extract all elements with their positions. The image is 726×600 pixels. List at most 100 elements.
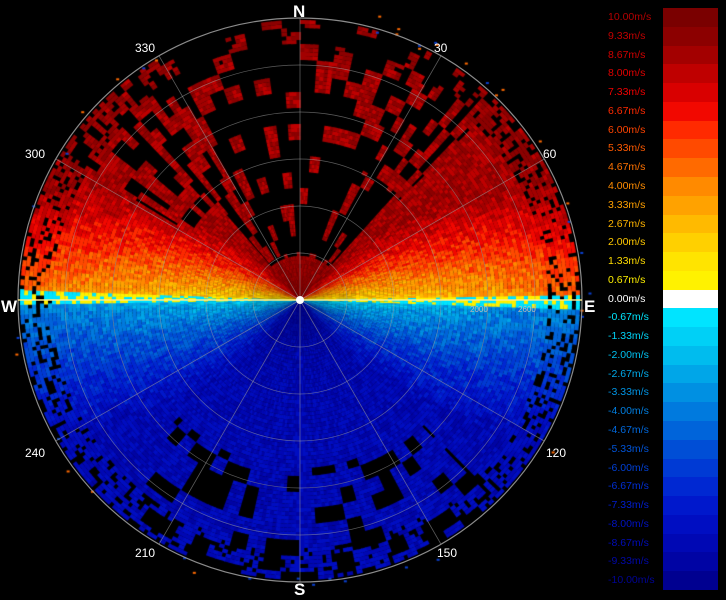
legend-entry-label: 2.67m/s [608,217,646,230]
legend-entry-swatch [663,477,718,497]
azimuth-spoke [158,299,301,545]
compass-west-label: W [1,297,18,316]
legend-entry-swatch [663,383,718,403]
legend-entry: -9.33m/s [606,552,718,572]
legend-entry: -2.00m/s [606,345,718,366]
legend-entry-swatch [663,101,718,122]
legend-entry: -8.67m/s [606,533,718,553]
legend-entry: 0.67m/s [606,270,718,291]
legend-entry: -6.00m/s [606,458,718,478]
legend-entry-swatch [663,439,718,460]
legend-entry-swatch [663,364,718,384]
legend-entry-label: 6.67m/s [608,104,646,117]
legend-entry: -6.67m/s [606,477,718,497]
legend-entry-label: -8.67m/s [608,536,649,549]
compass-east-label: E [584,297,596,316]
legend-entry-swatch [663,327,718,347]
legend-entry-label: -3.33m/s [608,386,649,399]
legend-entry: 5.33m/s [606,139,718,159]
legend-entry-label: 8.67m/s [608,48,646,61]
azimuth-spoke [299,158,545,301]
legend-entry-label: -6.00m/s [608,461,649,474]
range-label-2600: 2600 [518,305,536,314]
legend-entry: 0.00m/s [606,289,718,309]
legend-entry-swatch [663,552,718,572]
radar-site-marker [296,296,304,304]
legend-entry: -3.33m/s [606,383,718,403]
legend-entry-label: -9.33m/s [608,555,649,568]
legend-entry-label: -8.00m/s [608,517,649,530]
legend-entry-label: -7.33m/s [608,499,649,512]
compass-north-label: N [293,2,306,21]
legend-entry-label: 9.33m/s [608,29,646,42]
legend-entry-label: 3.33m/s [608,198,646,211]
legend-entry-swatch [663,83,718,103]
legend-entry-swatch [663,26,718,47]
legend-entry-label: -5.33m/s [608,442,649,455]
legend-entry-swatch [663,496,718,516]
legend-entry: 4.67m/s [606,158,718,178]
legend-entry-swatch [663,176,718,197]
azimuth-spoke [158,55,301,301]
legend-entry-label: 0.00m/s [608,292,646,305]
legend-entry-swatch [663,308,718,328]
legend-entry-swatch [663,8,718,28]
range-azimuth-grid [17,17,583,583]
legend-entry: -7.33m/s [606,496,718,516]
legend-entry: 6.67m/s [606,101,718,122]
legend-entry-swatch [663,458,718,478]
azimuth-spoke [55,299,301,442]
azimuth-label-150: 150 [437,546,458,560]
legend-entry-swatch [663,421,718,441]
azimuth-spoke [299,299,545,442]
azimuth-label-30: 30 [434,41,448,55]
azimuth-label-300: 300 [25,147,46,161]
legend-entry: 10.00m/s [606,8,718,28]
legend-entry-label: -2.00m/s [608,348,649,361]
legend-entry-label: 0.67m/s [608,273,646,286]
azimuth-spoke [55,158,301,301]
legend-entry: -1.33m/s [606,327,718,347]
legend-entry: -2.67m/s [606,364,718,384]
legend-entry-swatch [663,214,718,234]
legend-entry-swatch [663,64,718,84]
legend-entry: 7.33m/s [606,83,718,103]
legend-entry: 3.33m/s [606,195,718,215]
legend-entry-label: -2.67m/s [608,367,649,380]
legend-entry-label: 8.00m/s [608,67,646,80]
legend-entry-swatch [663,402,718,422]
legend-entry: -4.67m/s [606,421,718,441]
legend-entry: -10.00m/s [606,571,718,591]
legend-entry-swatch [663,120,718,140]
azimuth-label-240: 240 [25,446,46,460]
legend-entry-label: -4.00m/s [608,405,649,418]
legend-entry: 8.00m/s [606,64,718,84]
legend-entry-label: -4.67m/s [608,424,649,437]
legend-entry: 2.00m/s [606,233,718,253]
legend-entry-label: -6.67m/s [608,480,649,493]
legend-entry: 9.33m/s [606,26,718,47]
legend-entry-swatch [663,289,718,309]
legend-entry: -8.00m/s [606,514,718,535]
legend-entry-label: 2.00m/s [608,236,646,249]
legend-entry-swatch [663,345,718,366]
legend-entry-label: -1.33m/s [608,330,649,343]
legend-entry: 8.67m/s [606,45,718,65]
legend-entry: -5.33m/s [606,439,718,460]
legend-entry-label: -10.00m/s [608,574,655,587]
legend-entry: 2.67m/s [606,214,718,234]
legend-entry: -0.67m/s [606,308,718,328]
legend-entry-label: 5.33m/s [608,142,646,155]
azimuth-label-210: 210 [135,546,156,560]
legend-entry: 4.00m/s [606,176,718,197]
legend-entry: -4.00m/s [606,402,718,422]
legend-entry-swatch [663,139,718,159]
legend-entry-swatch [663,533,718,553]
legend-entry-label: 1.33m/s [608,255,646,268]
legend-entry-swatch [663,158,718,178]
legend-entry-label: 10.00m/s [608,11,652,23]
legend-entry: 6.00m/s [606,120,718,140]
range-label-2000: 2000 [470,305,488,314]
legend-entry-label: 4.00m/s [608,179,646,192]
legend-entry-label: -0.67m/s [608,311,649,324]
